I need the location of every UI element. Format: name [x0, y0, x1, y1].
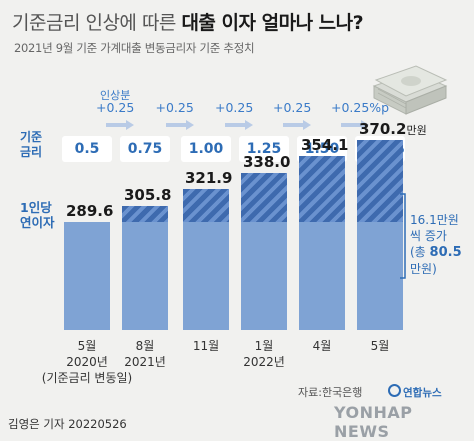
- value-label-0: 289.6: [66, 202, 114, 220]
- increment-arrow-icon-0: [106, 120, 134, 130]
- per-person-label: 1인당 연이자: [20, 200, 55, 230]
- rate-box-2: 1.00: [181, 136, 231, 162]
- title-bold: 대출 이자 얼마나 느나?: [181, 12, 364, 34]
- value-label-4: 354.1: [301, 136, 349, 154]
- increment-label-3: +0.25: [273, 100, 312, 115]
- bar-base-0: [64, 222, 110, 330]
- chart-subtitle: 2021년 9월 기준 가계대출 변동금리자 기준 추정치: [14, 41, 255, 55]
- increment-arrow-icon-4: [341, 120, 369, 130]
- x-label-sub-3-0: 2022년: [243, 355, 285, 369]
- per-person-label-line2: 연이자: [20, 215, 55, 230]
- increment-arrow-icon-2: [225, 120, 253, 130]
- increment-label-1: +0.25: [155, 100, 194, 115]
- bar-base-4: [299, 222, 345, 330]
- x-label-4: 4월: [287, 338, 357, 354]
- increase-header: 인상분: [100, 89, 131, 102]
- x-label-month-3: 1월: [254, 339, 274, 353]
- bar-increase-2: [183, 189, 229, 222]
- annot-line1: 16.1만원: [410, 213, 459, 227]
- annot-line2: 씩 증가: [410, 229, 447, 243]
- bar-increase-1: [122, 205, 168, 222]
- chart-title: 기준금리 인상에 따른 대출 이자 얼마나 느나?: [12, 8, 364, 35]
- x-label-0: 5월 2020년 (기준금리 변동일): [42, 338, 132, 386]
- bar-base-5: [357, 222, 403, 330]
- x-label-1: 8월 2021년: [110, 338, 180, 370]
- annot-line3: (총 80.5: [410, 244, 462, 261]
- value-label-5: 370.2만원: [359, 119, 427, 138]
- x-label-month-1: 8월: [135, 339, 155, 353]
- x-label-3: 1월 2022년: [229, 338, 299, 370]
- bar-increase-3: [241, 172, 287, 222]
- increment-arrow-icon-1: [165, 120, 194, 130]
- increment-label-2: +0.25: [215, 100, 254, 115]
- annot-total: 80.5: [429, 245, 462, 260]
- rate-box-3: 1.25: [239, 136, 289, 162]
- value-unit: 만원: [406, 123, 427, 137]
- x-label-month-0: 5월: [77, 339, 97, 353]
- credit-line: 김영은 기자 20220526: [8, 417, 127, 431]
- logo-watermark: YONHAP NEWS: [334, 403, 413, 441]
- annot-line4: 만원): [410, 262, 437, 276]
- increment-arrow-icon-3: [283, 120, 311, 130]
- title-light: 기준금리 인상에 따른: [12, 12, 176, 34]
- value-label-1: 305.8: [124, 185, 172, 204]
- x-label-month-2: 11월: [192, 339, 220, 353]
- increment-label-4: +0.25%p: [331, 100, 390, 115]
- bar-base-1: [122, 222, 168, 330]
- yonhap-logo-icon: [388, 384, 401, 397]
- increase-annotation: 16.1만원 씩 증가 (총 80.5 만원): [410, 212, 462, 277]
- money-stack-icon: [372, 65, 448, 115]
- rate-label-line2: 금리: [20, 145, 43, 159]
- x-label-sub-0-1: (기준금리 변동일): [41, 371, 133, 385]
- annotation-bracket: [400, 193, 406, 279]
- rate-label-line1: 기준: [20, 130, 43, 144]
- x-label-month-4: 4월: [312, 339, 332, 353]
- value-label-2: 321.9: [185, 169, 233, 187]
- rate-row-label: 기준 금리: [20, 130, 42, 160]
- x-label-5: 5월: [345, 338, 415, 354]
- x-label-sub-0-0: 2020년: [66, 355, 108, 369]
- x-label-2: 11월: [171, 338, 241, 354]
- per-person-label-line1: 1인당: [20, 200, 52, 215]
- rate-box-1: 0.75: [120, 136, 170, 162]
- bar-increase-4: [299, 156, 345, 222]
- logo-name: 연합뉴스: [403, 387, 442, 399]
- increment-label-0: +0.25: [96, 100, 135, 115]
- source-text: 자료:한국은행: [298, 386, 363, 399]
- x-label-month-5: 5월: [370, 339, 390, 353]
- x-label-sub-1-0: 2021년: [124, 355, 166, 369]
- bar-base-2: [183, 222, 229, 330]
- annot-line3-pre: (총: [410, 245, 430, 259]
- bar-base-3: [241, 222, 287, 330]
- rate-box-0: 0.5: [62, 136, 112, 162]
- value-label-3: 338.0: [243, 152, 291, 171]
- bar-increase-5: [357, 139, 403, 222]
